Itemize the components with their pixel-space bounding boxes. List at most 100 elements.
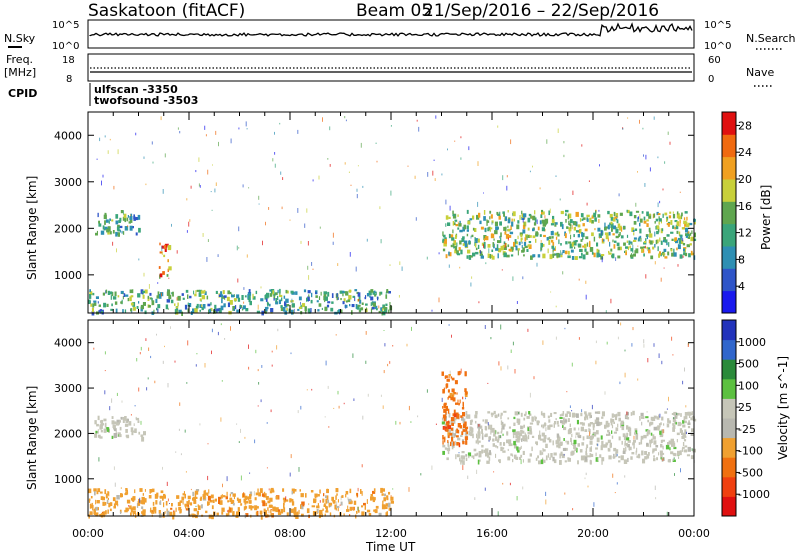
- heatmap-cell: [336, 501, 338, 506]
- heatmap-cell: [329, 164, 331, 167]
- heatmap-cell: [382, 500, 384, 506]
- heatmap-cell: [542, 253, 546, 259]
- heatmap-cell: [624, 475, 626, 478]
- heatmap-cell: [451, 436, 454, 442]
- heatmap-cell: [218, 307, 222, 313]
- heatmap-cell: [642, 246, 646, 249]
- heatmap-cell: [166, 274, 169, 277]
- heatmap-cell: [190, 502, 193, 506]
- heatmap-cell: [332, 232, 334, 238]
- heatmap-cell: [382, 405, 384, 409]
- heatmap-cell: [673, 417, 675, 420]
- heatmap-cell: [233, 294, 235, 297]
- heatmap-cell: [229, 493, 231, 497]
- nsearch-tick-top: 10^5: [704, 20, 731, 31]
- heatmap-cell: [132, 510, 136, 515]
- heatmap-cell: [550, 453, 553, 458]
- heatmap-cell: [215, 290, 218, 294]
- heatmap-cell: [438, 252, 440, 255]
- heatmap-cell: [471, 276, 473, 279]
- heatmap-cell: [505, 233, 509, 239]
- heatmap-cell: [670, 249, 673, 252]
- heatmap-cell: [312, 268, 314, 270]
- heatmap-cell: [280, 508, 284, 514]
- heatmap-cell: [220, 417, 222, 422]
- heatmap-cell: [658, 423, 662, 426]
- heatmap-cell: [265, 493, 267, 498]
- heatmap-cell: [229, 291, 232, 295]
- heatmap-cell: [592, 425, 595, 431]
- heatmap-cell: [194, 308, 198, 313]
- heatmap-cell: [513, 440, 516, 446]
- heatmap-cell: [111, 398, 113, 403]
- heatmap-cell: [354, 296, 356, 302]
- heatmap-cell: [471, 455, 474, 458]
- heatmap-cell: [384, 343, 386, 347]
- heatmap-cell: [567, 214, 569, 220]
- heatmap-cell: [387, 363, 389, 367]
- heatmap-cell: [286, 304, 290, 307]
- heatmap-cell: [372, 291, 376, 295]
- heatmap-cell: [502, 175, 504, 181]
- heatmap-cell: [445, 223, 447, 227]
- heatmap-cell: [381, 493, 384, 496]
- heatmap-cell: [194, 293, 197, 297]
- heatmap-cell: [278, 299, 281, 305]
- heatmap-cell: [452, 397, 456, 402]
- heatmap-cell: [130, 427, 134, 432]
- heatmap-cell: [130, 295, 134, 298]
- heatmap-cell: [520, 237, 523, 241]
- heatmap-cell: [472, 215, 475, 220]
- heatmap-cell: [463, 224, 466, 230]
- heatmap-cell: [275, 507, 279, 513]
- heatmap-cell: [582, 237, 584, 241]
- heatmap-cell: [454, 140, 456, 142]
- heatmap-cell: [663, 254, 665, 257]
- heatmap-cell: [560, 451, 563, 456]
- heatmap-cell: [94, 512, 96, 515]
- heatmap-cell: [597, 411, 601, 414]
- heatmap-cell: [531, 446, 533, 452]
- heatmap-cell: [386, 290, 389, 294]
- heatmap-cell: [553, 412, 557, 415]
- heatmap-cell: [92, 506, 94, 511]
- heatmap-cell: [141, 506, 144, 509]
- heatmap-cell: [689, 222, 693, 226]
- heatmap-cell: [661, 452, 665, 455]
- heatmap-cell: [570, 249, 574, 253]
- heatmap-cell: [185, 289, 189, 293]
- heatmap-cell: [658, 353, 660, 358]
- heatmap-cell: [501, 447, 505, 450]
- heatmap-cell: [452, 214, 456, 217]
- heatmap-cell: [643, 220, 647, 224]
- heatmap-cell: [520, 429, 523, 433]
- heatmap-cell: [285, 289, 288, 294]
- heatmap-cell: [659, 450, 663, 456]
- heatmap-cell: [596, 443, 599, 446]
- heatmap-cell: [254, 497, 257, 501]
- heatmap-cell: [301, 303, 306, 308]
- heatmap-cell: [182, 297, 185, 300]
- heatmap-cell: [620, 246, 622, 251]
- heatmap-cell: [178, 428, 180, 431]
- heatmap-cell: [190, 488, 192, 491]
- heatmap-cell: [353, 398, 355, 401]
- heatmap-cell: [660, 277, 662, 282]
- heatmap-cell: [575, 240, 578, 243]
- heatmap-cell: [217, 254, 219, 257]
- heatmap-cell: [380, 239, 382, 244]
- heatmap-cell: [221, 298, 223, 304]
- heatmap-cell: [167, 259, 169, 263]
- heatmap-cell: [371, 496, 375, 500]
- heatmap-cell: [383, 306, 387, 310]
- heatmap-cell: [595, 340, 597, 344]
- heatmap-cell: [586, 242, 588, 247]
- heatmap-cell: [566, 226, 569, 229]
- station-title: Saskatoon (fitACF): [88, 1, 245, 21]
- heatmap-cell: [638, 216, 639, 220]
- heatmap-cell: [286, 512, 289, 517]
- heatmap-cell: [632, 410, 635, 416]
- heatmap-cell: [218, 294, 221, 297]
- colorbar-frame: [721, 111, 737, 314]
